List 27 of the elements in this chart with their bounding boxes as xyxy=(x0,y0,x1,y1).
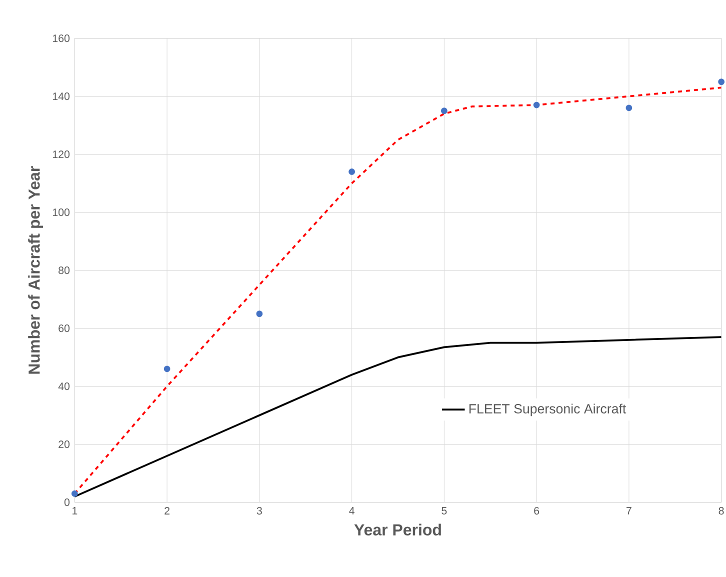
y-axis-title: Number of Aircraft per Year xyxy=(28,166,44,374)
x-axis-title: Year Period xyxy=(354,524,441,536)
y-tick-label: 80 xyxy=(58,266,70,274)
point xyxy=(440,108,448,114)
x-tick-label: 6 xyxy=(534,507,540,515)
x-tick-label: 1 xyxy=(72,507,78,514)
point xyxy=(348,168,356,175)
y-tick-label: 60 xyxy=(58,324,70,332)
x-tick-label: 7 xyxy=(626,507,632,514)
y-tick-label: 140 xyxy=(52,92,70,100)
x-tick-label: 2 xyxy=(164,507,170,514)
x-tick-label: 3 xyxy=(256,507,262,515)
point xyxy=(256,310,263,318)
point xyxy=(533,102,540,108)
x-tick-label: 5 xyxy=(442,507,447,514)
y-tick-label: 100 xyxy=(52,208,70,216)
point xyxy=(71,490,78,497)
y-tick-label: 160 xyxy=(52,34,70,42)
y-tick-label: 20 xyxy=(58,440,70,448)
y-tick-label: 0 xyxy=(64,498,70,506)
y-tick-label: 40 xyxy=(58,382,70,390)
point xyxy=(164,366,170,372)
x-tick-label: 8 xyxy=(718,507,724,515)
point xyxy=(626,104,632,112)
legend-label: FLEET Supersonic Aircraft xyxy=(469,404,626,416)
y-tick-label: 120 xyxy=(52,150,70,158)
x-tick-label: 4 xyxy=(349,507,354,514)
